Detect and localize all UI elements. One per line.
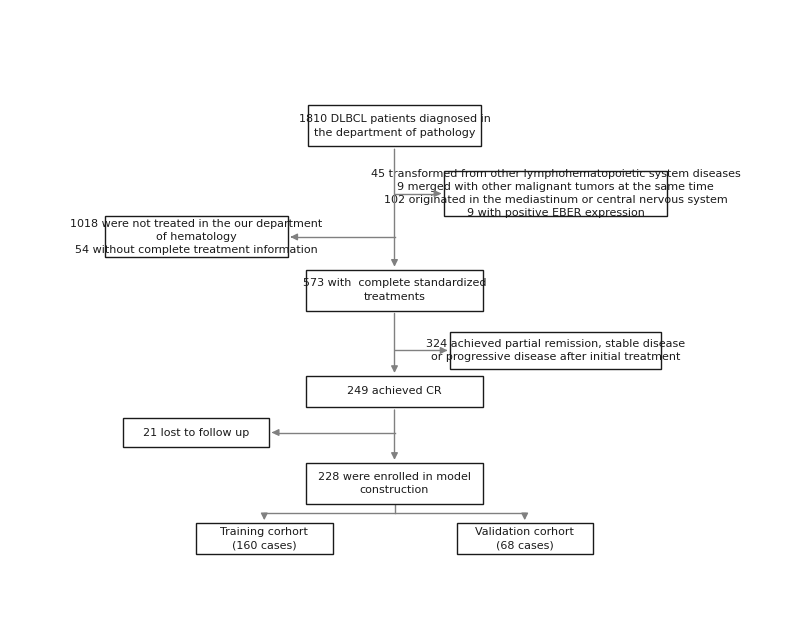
- Bar: [196, 523, 333, 554]
- Text: 228 were enrolled in model
construction: 228 were enrolled in model construction: [318, 472, 471, 495]
- Bar: [306, 270, 483, 310]
- Bar: [105, 216, 287, 258]
- Bar: [306, 376, 483, 407]
- Text: 45 transformed from other lymphohematopoietic system diseases
9 merged with othe: 45 transformed from other lymphohematopo…: [371, 169, 741, 218]
- Bar: [123, 418, 269, 447]
- Text: 21 lost to follow up: 21 lost to follow up: [143, 428, 250, 438]
- Bar: [450, 332, 661, 369]
- Text: 1810 DLBCL patients diagnosed in
the department of pathology: 1810 DLBCL patients diagnosed in the dep…: [298, 114, 490, 137]
- Bar: [444, 171, 667, 216]
- Bar: [308, 105, 482, 147]
- Text: Validation corhort
(68 cases): Validation corhort (68 cases): [475, 527, 574, 551]
- Text: 249 achieved CR: 249 achieved CR: [347, 386, 442, 396]
- Text: Training corhort
(160 cases): Training corhort (160 cases): [220, 527, 308, 551]
- Bar: [306, 463, 483, 503]
- Text: 1018 were not treated in the our department
of hematology
54 without complete tr: 1018 were not treated in the our departm…: [70, 219, 322, 255]
- Text: 324 achieved partial remission, stable disease
or progressive disease after init: 324 achieved partial remission, stable d…: [426, 339, 686, 362]
- Bar: [457, 523, 593, 554]
- Text: 573 with  complete standardized
treatments: 573 with complete standardized treatment…: [302, 278, 486, 302]
